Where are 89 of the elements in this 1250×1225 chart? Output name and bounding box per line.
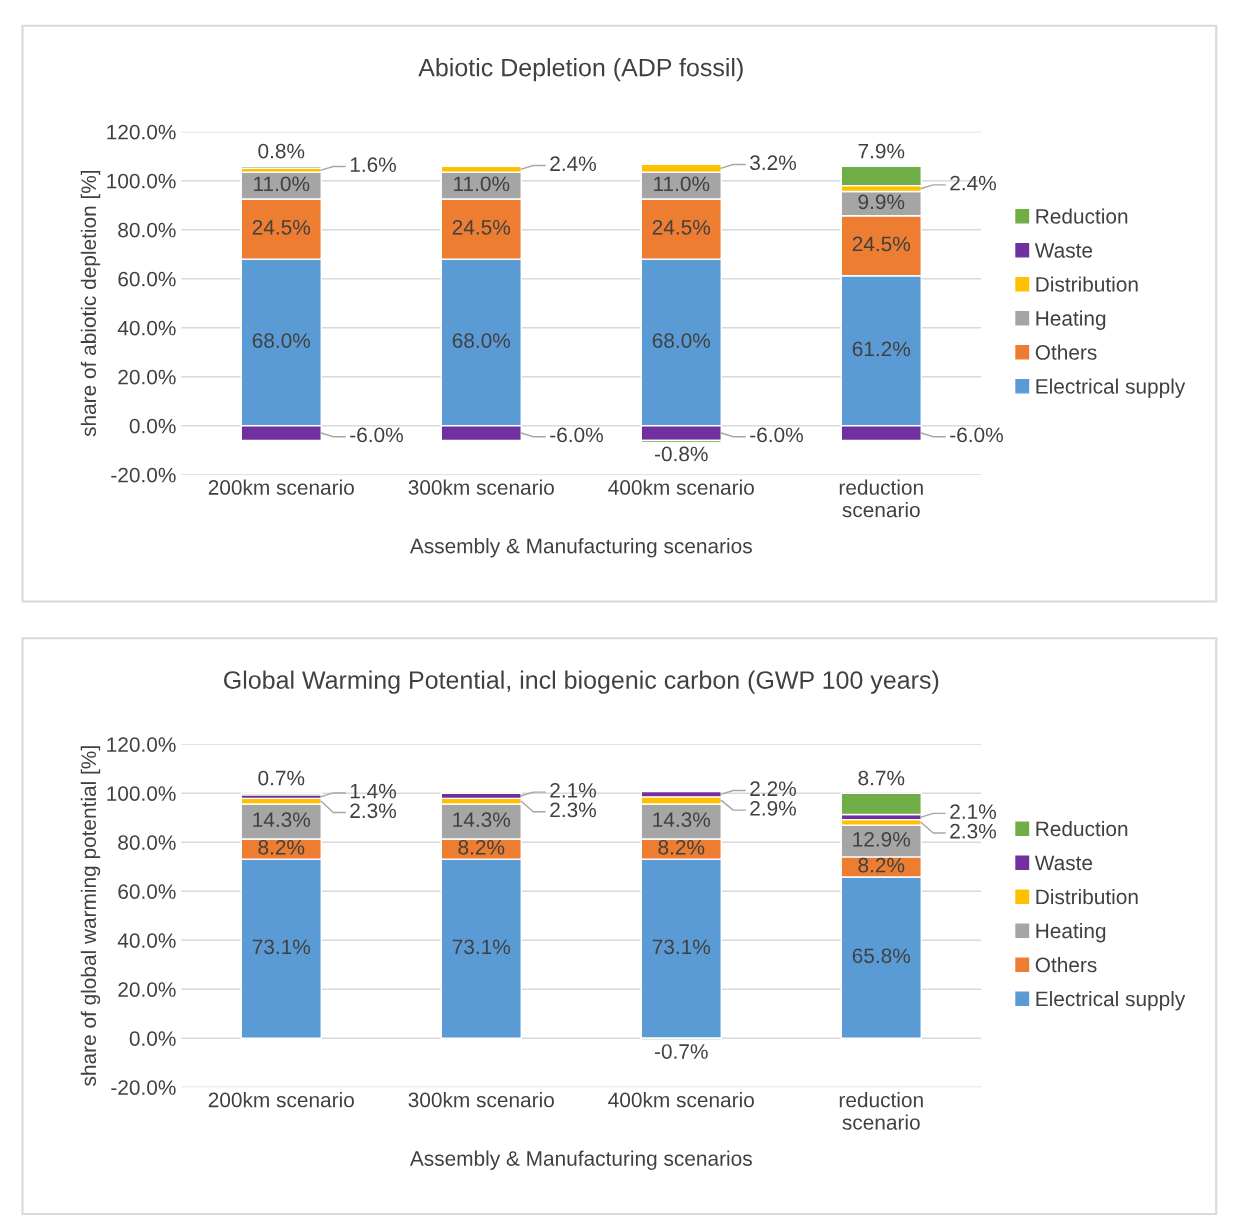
data-label: 11.0% [654, 176, 710, 192]
legend-label: Distribution [1036, 276, 1138, 292]
legend-label: Reduction [1036, 820, 1128, 837]
data-label: 8.2% [258, 839, 305, 855]
y-tick-label: -20.0% [111, 1080, 176, 1095]
y-tick-label: 0.0% [129, 418, 176, 434]
y-tick-label: 20.0% [118, 982, 176, 997]
y-tick-label: 120.0% [107, 124, 176, 140]
data-label: -6.0% [750, 427, 803, 443]
legend-label: Heating [1036, 310, 1106, 330]
y-tick-label: 40.0% [117, 933, 176, 948]
x-axis-title: Assembly & Manufacturing scenarios [409, 538, 752, 558]
data-label: -6.0% [550, 427, 603, 443]
data-label: 61.2% [852, 341, 911, 357]
data-label: 24.5% [252, 219, 311, 235]
y-tick-label: 120.0% [107, 737, 176, 752]
bar [840, 792, 922, 816]
y-tick-label: 40.0% [117, 320, 176, 336]
chart-title: Global Warming Potential, incl biogenic carbon (GWP 100 years) [224, 670, 939, 694]
x-tick-label: 400km scenario [608, 1092, 754, 1108]
data-label: 8.2% [658, 839, 705, 855]
legend-label: Electrical supply [1036, 378, 1186, 398]
x-tick-label: 200km scenario [208, 479, 354, 495]
data-label: 68.0% [452, 333, 511, 348]
y-tick-label: 80.0% [118, 222, 176, 238]
data-label: 2.1% [950, 804, 996, 819]
data-label: 24.5% [452, 219, 511, 235]
data-label: 0.7% [258, 770, 305, 786]
data-label: 2.3% [550, 802, 596, 818]
x-axis-title: Assembly & Manufacturing scenarios [409, 1150, 752, 1170]
data-label: 11.0% [454, 176, 510, 192]
y-tick-label: 0.0% [129, 1031, 176, 1046]
data-label: 2.3% [350, 803, 396, 819]
x-tick-label: 300km scenario [408, 1092, 554, 1108]
data-label: 8.7% [858, 770, 905, 786]
legend-label: Heating [1036, 922, 1106, 943]
data-label: 68.0% [252, 333, 311, 348]
y-axis-title: share of global warming potential [%] [80, 746, 101, 1086]
data-label: 14.3% [653, 812, 711, 828]
data-label: 73.1% [452, 939, 511, 955]
legend-label: Distribution [1036, 888, 1138, 905]
data-label: 24.5% [852, 236, 911, 252]
data-label: 3.2% [750, 155, 796, 171]
x-tick-label: 200km scenario [208, 1092, 354, 1108]
chart-title: Abiotic Depletion (ADP fossil) [418, 58, 743, 82]
data-label: 68.0% [652, 333, 711, 348]
data-label: 7.9% [858, 143, 905, 159]
data-label: 8.2% [858, 857, 905, 873]
y-tick-label: -20.0% [111, 467, 176, 483]
data-label: 8.2% [458, 839, 505, 855]
data-label: -0.8% [654, 446, 708, 462]
data-label: 11.0% [254, 176, 310, 192]
y-tick-label: 80.0% [118, 835, 176, 850]
legend-label: Others [1035, 344, 1097, 360]
data-label: 24.5% [652, 219, 711, 235]
legend-label: Electrical supply [1036, 990, 1186, 1011]
y-tick-label: 100.0% [107, 786, 176, 801]
y-tick-label: 60.0% [118, 271, 176, 287]
x-tick-label: reduction scenario [839, 479, 923, 518]
data-label: 14.3% [453, 812, 511, 828]
data-label: 2.3% [950, 823, 996, 839]
data-label: 2.1% [550, 782, 596, 798]
y-tick-label: 100.0% [107, 173, 176, 189]
x-tick-label: 300km scenario [408, 479, 554, 495]
y-tick-label: 60.0% [118, 884, 176, 899]
data-label: 2.4% [550, 156, 596, 172]
legend-label: Waste [1034, 855, 1093, 871]
data-label: 1.6% [350, 157, 396, 173]
legend-label: Waste [1034, 243, 1093, 258]
x-tick-label: reduction scenario [839, 1092, 923, 1130]
data-label: 73.1% [252, 939, 311, 955]
legend-label: Reduction [1036, 208, 1128, 224]
data-label: 2.2% [750, 781, 796, 796]
data-label: -6.0% [350, 427, 403, 443]
data-label: 12.9% [853, 831, 911, 847]
data-label: -6.0% [950, 427, 1003, 443]
data-label: 0.8% [258, 143, 305, 159]
data-label: 2.9% [750, 800, 796, 816]
x-tick-label: 400km scenario [608, 479, 754, 495]
data-label: 1.4% [350, 783, 396, 799]
data-label: 9.9% [858, 194, 905, 210]
y-axis-title: share of abiotic depletion [%] [80, 170, 101, 437]
data-label: 14.3% [253, 812, 311, 828]
data-label: 73.1% [652, 939, 711, 955]
legend-label: Others [1035, 956, 1097, 973]
data-label: 2.4% [950, 175, 996, 191]
data-label: 65.8% [852, 948, 911, 964]
data-label: -0.7% [654, 1044, 708, 1059]
y-tick-label: 20.0% [118, 369, 176, 385]
